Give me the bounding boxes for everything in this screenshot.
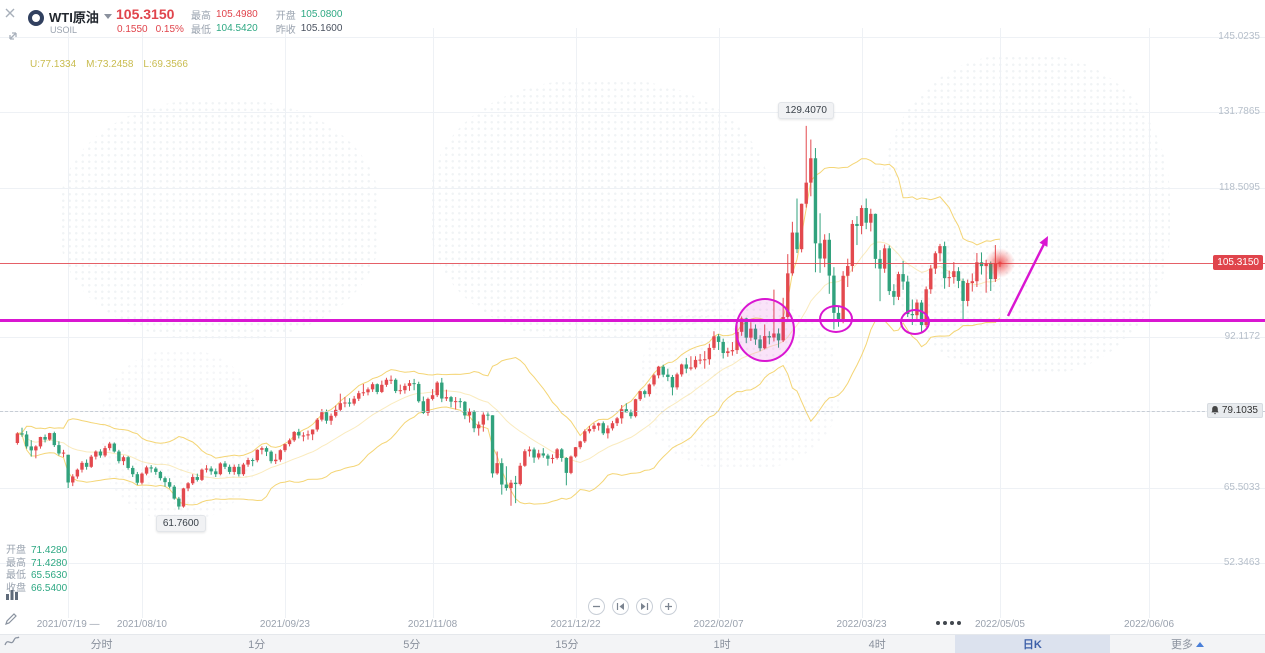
chart-nav-controls: [588, 598, 677, 615]
line-chart-tool-button[interactable]: [4, 634, 20, 648]
timeframe-tab-7[interactable]: 日K: [954, 635, 1110, 653]
zoom-out-button[interactable]: [588, 598, 605, 615]
resize-diagonal-icon: [9, 32, 17, 40]
last-price: 105.3150: [116, 6, 175, 22]
price-change: 0.1550 0.15%: [117, 24, 184, 35]
alert-price-value: 79.1035: [1221, 404, 1258, 416]
timeframe-tab-8[interactable]: 更多: [1110, 635, 1265, 653]
stat-item: 最高 105.4980: [191, 8, 258, 22]
current-candle-glow: [984, 247, 1015, 278]
y-axis-label: 131.7865: [1218, 106, 1260, 118]
timeframe-tab-5[interactable]: 1时: [713, 639, 731, 651]
skip-back-button[interactable]: [612, 598, 629, 615]
annotation-circle-2[interactable]: [819, 304, 854, 333]
timeframe-tab-4[interactable]: 15分: [555, 639, 579, 651]
plus-icon: [665, 603, 672, 610]
minus-icon: [593, 605, 600, 608]
annotation-circle-1[interactable]: [734, 298, 795, 363]
y-axis-label: 52.3463: [1223, 556, 1260, 568]
pencil-icon: [5, 613, 17, 625]
timeframe-tab-1[interactable]: 分时: [90, 639, 113, 651]
timeframe-tab-3[interactable]: 5分: [403, 639, 421, 651]
y-axis-label: 118.5095: [1219, 181, 1260, 193]
boll-lower: L:69.3566: [143, 59, 188, 70]
boll-upper: U:77.1334: [30, 59, 77, 70]
instrument-name: WTI原油: [49, 10, 99, 25]
trend-arrow-drawing[interactable]: [1002, 228, 1062, 324]
time-axis: 2021/07/19 — 2021/08/10 2021/09/23 2021/11/…: [0, 619, 1265, 633]
ohlc-stats: 最高 105.4980 最低 104.5420 开盘 105.0800 昨收 105.1600: [191, 7, 343, 36]
trough-price-label: 61.7600: [155, 514, 206, 532]
caret-up-icon: [1195, 641, 1204, 647]
symbol-selector[interactable]: WTI原油: [49, 7, 112, 26]
change-percent: 0.15%: [155, 24, 184, 35]
x-axis-label: 2022/02/07: [693, 619, 744, 630]
stat-item: 开盘 105.0800: [275, 8, 343, 22]
chevron-down-icon: [103, 14, 112, 19]
hovered-candle-ohlc: 开盘 71.4280 最高 71.4280 最低 65.5630 收盘 66.5400: [6, 545, 67, 595]
annotation-circle-3[interactable]: [899, 308, 930, 335]
y-axis-label: 92.1172: [1224, 331, 1260, 343]
skip-back-icon: [616, 603, 624, 610]
peak-price-label: 129.4070: [778, 101, 834, 119]
x-axis-label: 2021/07/19 —: [36, 619, 100, 630]
x-axis-label: 2022/03/23: [836, 619, 887, 630]
chart-scrollbar-dots[interactable]: [935, 621, 961, 625]
expand-chart-button[interactable]: [7, 30, 19, 42]
bollinger-readout: U:77.1334 M:73.2458 L:69.3566: [30, 59, 188, 70]
close-chart-button[interactable]: [5, 8, 15, 18]
zoom-in-button[interactable]: [660, 598, 677, 615]
alert-price-tag[interactable]: 79.1035: [1206, 402, 1263, 418]
close-icon: [5, 8, 15, 18]
stat-item: 最低 104.5420: [191, 22, 258, 36]
hover-ohlc-row: 收盘 66.5400: [6, 582, 68, 594]
y-axis-label: 145.0235: [1218, 31, 1260, 43]
x-axis-label: 2022/06/06: [1123, 619, 1175, 630]
hover-ohlc-row: 开盘 71.4280: [6, 545, 68, 556]
instrument-header: WTI原油 USOIL 105.3150 0.1550 0.15% 最高 105.…: [0, 0, 1265, 46]
alert-price-line: [0, 411, 1265, 413]
change-value: 0.1550: [117, 24, 148, 35]
timeframe-toolbar: 分时 1分 5分 15分 1时 4时 日K 更多: [0, 634, 1265, 653]
x-axis-label: 2022/05/05: [974, 619, 1025, 630]
x-axis-label: 2021/11/08: [407, 619, 458, 630]
support-trendline-drawing[interactable]: [0, 318, 1265, 322]
current-price-tag: 105.3150: [1213, 254, 1263, 270]
instrument-code: USOIL: [50, 25, 78, 35]
x-axis-label: 2021/08/10: [116, 619, 167, 630]
bar-chart-icon: [6, 590, 18, 600]
x-axis-label: 2021/12/22: [550, 619, 601, 630]
timeframe-tab-2[interactable]: 1分: [248, 639, 266, 651]
skip-forward-button[interactable]: [636, 598, 653, 615]
current-price-line: [0, 262, 1265, 264]
boll-middle: M:73.2458: [86, 59, 134, 70]
drawing-tool-button[interactable]: [4, 611, 19, 626]
bell-icon: [1211, 405, 1219, 414]
hover-ohlc-row: 最高 71.4280: [6, 557, 68, 569]
timeframe-tab-6[interactable]: 4时: [868, 639, 886, 651]
indicator-tool-button[interactable]: [4, 586, 20, 602]
instrument-logo-icon: [28, 10, 44, 26]
y-axis-label: 65.5033: [1223, 482, 1260, 494]
hover-ohlc-row: 最低 65.5630: [6, 570, 68, 581]
x-axis-label: 2021/09/23: [259, 619, 310, 630]
skip-forward-icon: [641, 603, 649, 610]
stat-item: 昨收 105.1600: [275, 22, 343, 36]
wave-icon: [4, 636, 20, 646]
